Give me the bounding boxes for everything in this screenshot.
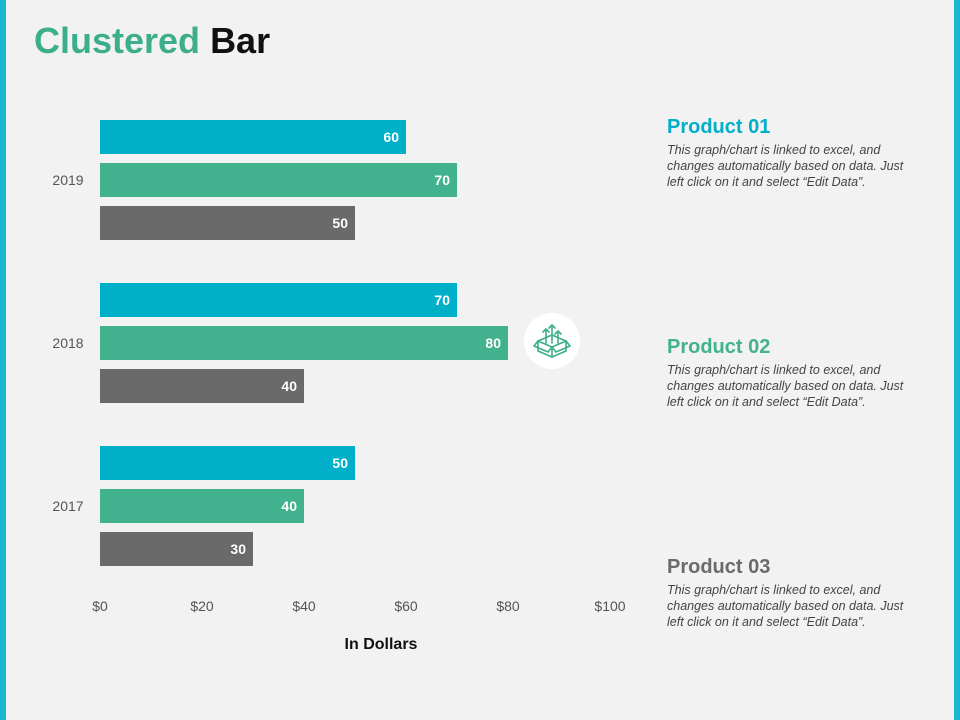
product-02-title: Product 02 [667, 336, 771, 358]
bar-2018-product-1 [100, 283, 457, 317]
x-tick-label-4: $80 [496, 598, 520, 614]
bar-2017-product-3 [100, 532, 253, 566]
right-frame-strip [954, 0, 960, 720]
product-01-description: This graph/chart is linked to excel, and… [667, 143, 904, 189]
left-frame-strip [0, 0, 6, 720]
data-label-2019-product-3: 50 [332, 215, 348, 231]
bar-2017-product-1 [100, 446, 355, 480]
x-tick-label-3: $60 [394, 598, 418, 614]
bar-2019-product-2 [100, 163, 457, 197]
product-03-description: This graph/chart is linked to excel, and… [667, 583, 904, 629]
title-part-1: Clustered [34, 20, 201, 61]
x-tick-label-2: $40 [292, 598, 316, 614]
bar-2019-product-1 [100, 120, 406, 154]
bar-2018-product-2 [100, 326, 508, 360]
x-axis-title: In Dollars [345, 636, 418, 653]
page-title: Clustered Bar [34, 20, 270, 62]
y-tick-label-2018: 2018 [52, 335, 83, 351]
bar-2017-product-2 [100, 489, 304, 523]
x-tick-label-5: $100 [594, 598, 625, 614]
x-tick-label-0: $0 [92, 598, 108, 614]
y-tick-label-2019: 2019 [52, 172, 83, 188]
bar-2019-product-3 [100, 206, 355, 240]
product-03-title: Product 03 [667, 556, 771, 578]
data-label-2017-product-2: 40 [281, 498, 297, 514]
data-label-2017-product-3: 30 [230, 541, 246, 557]
data-label-2019-product-1: 60 [383, 129, 399, 145]
box-growth-icon-badge [524, 313, 580, 369]
box-growth-icon [533, 324, 571, 358]
data-label-2017-product-1: 50 [332, 455, 348, 471]
data-label-2018-product-1: 70 [434, 292, 450, 308]
bar-2018-product-3 [100, 369, 304, 403]
y-tick-label-2017: 2017 [52, 498, 83, 514]
product-02-description: This graph/chart is linked to excel, and… [667, 363, 904, 409]
title-part-2: Bar [210, 20, 271, 61]
data-label-2018-product-2: 80 [485, 335, 501, 351]
product-01-title: Product 01 [667, 116, 771, 138]
data-label-2018-product-3: 40 [281, 378, 297, 394]
x-tick-label-1: $20 [190, 598, 214, 614]
data-label-2019-product-2: 70 [434, 172, 450, 188]
